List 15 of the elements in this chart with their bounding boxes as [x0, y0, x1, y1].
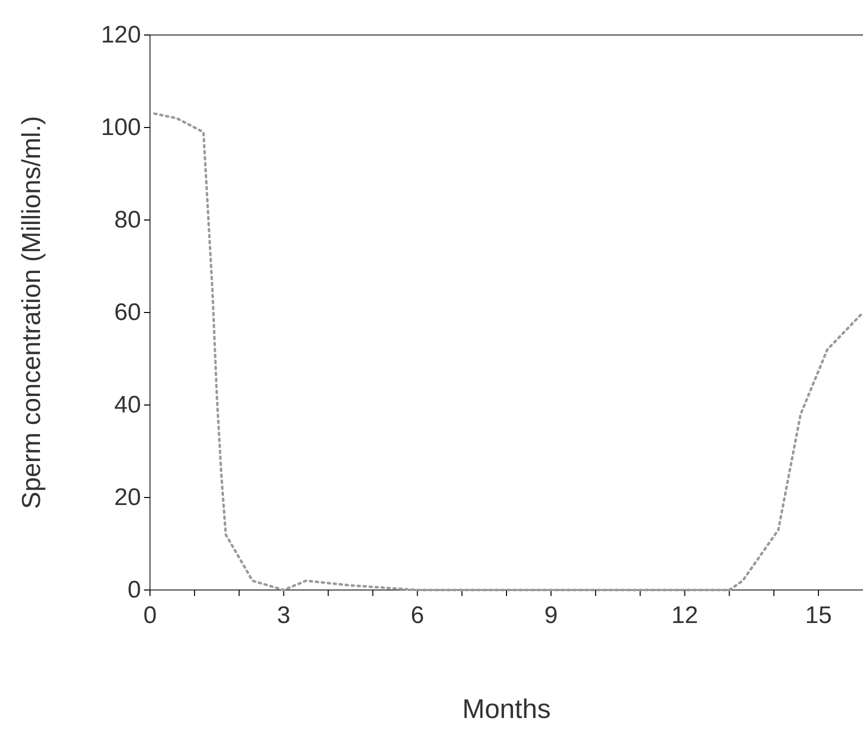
y-tick-label: 40: [114, 392, 141, 419]
x-axis-title: Months: [462, 694, 551, 724]
y-tick-label: 20: [114, 484, 141, 512]
line-series: [153, 112, 863, 592]
y-tick-label: 0: [128, 576, 141, 604]
y-tick-label: 80: [114, 206, 141, 234]
x-tick-label: 9: [544, 602, 558, 629]
y-axis-title: Sperm concentration (Millions/ml.): [16, 116, 46, 510]
x-tick-label: 3: [277, 602, 290, 629]
x-tick-label: 15: [805, 602, 832, 629]
y-tick-label: 120: [100, 22, 141, 49]
y-tick-label: 60: [114, 299, 141, 326]
x-tick-label: 12: [671, 602, 698, 629]
y-tick-label: 100: [100, 114, 141, 142]
x-tick-label: 6: [410, 602, 424, 629]
